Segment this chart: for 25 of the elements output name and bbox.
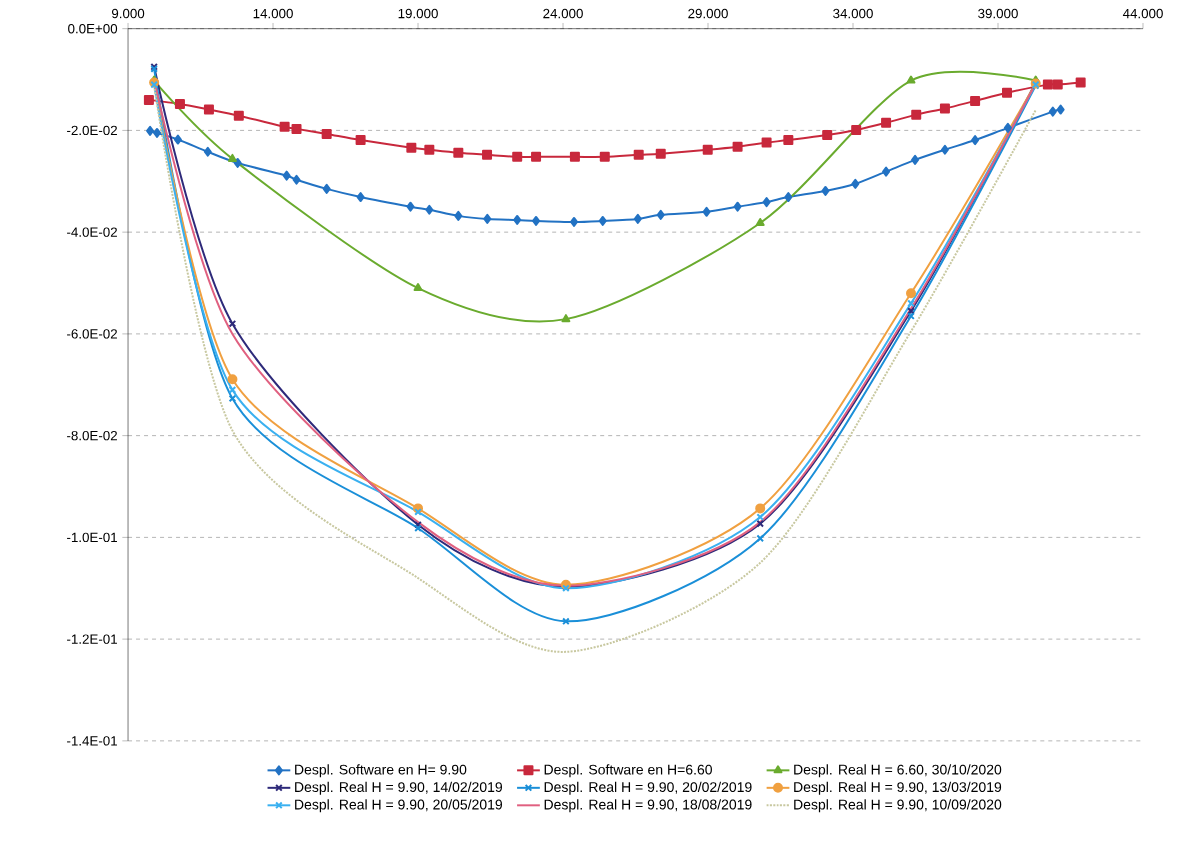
x-tick-label: 34.000 [833,8,873,19]
y-tick-label: -4.0E-02 [67,227,117,237]
y-tick-label: 0.0E+00 [68,23,118,34]
legend-label: Despl. Real H = 9.90, 13/03/2019 [794,781,1002,795]
x-tick-label: 19.000 [398,8,438,19]
y-tick-label: -8.0E-02 [67,430,117,441]
legend-label: Despl. Real H = 9.90, 20/05/2019 [295,799,503,813]
legend-label: Despl. Real H = 9.90, 20/02/2019 [544,781,752,795]
legend-label: Despl. Real H = 6.60, 30/10/2020 [794,764,1002,778]
x-tick-label: 14.000 [253,8,293,19]
y-tick-label: -1.4E-01 [67,736,117,746]
y-tick-label: -2.0E-02 [67,125,117,136]
y-tick-label: -6.0E-02 [67,329,117,339]
legend-label: Despl. Real H = 9.90, 18/08/2019 [544,799,752,813]
legend-label: Despl. Software en H=6.60 [544,764,712,778]
x-tick-label: 29.000 [688,8,728,19]
y-tick-label: -1.0E-01 [67,532,117,542]
legend-label: Despl. Real H = 9.90, 10/09/2020 [794,799,1002,813]
x-tick-label: 39.000 [978,8,1018,19]
x-tick-label: 24.000 [543,8,583,19]
y-tick-label: -1.2E-01 [67,634,117,644]
legend-label: Despl. Software en H= 9.90 [295,764,467,778]
x-tick-label: 44.000 [1122,8,1163,19]
x-tick-label: 9.000 [111,8,145,19]
legend-label: Despl. Real H = 9.90, 14/02/2019 [295,781,503,795]
